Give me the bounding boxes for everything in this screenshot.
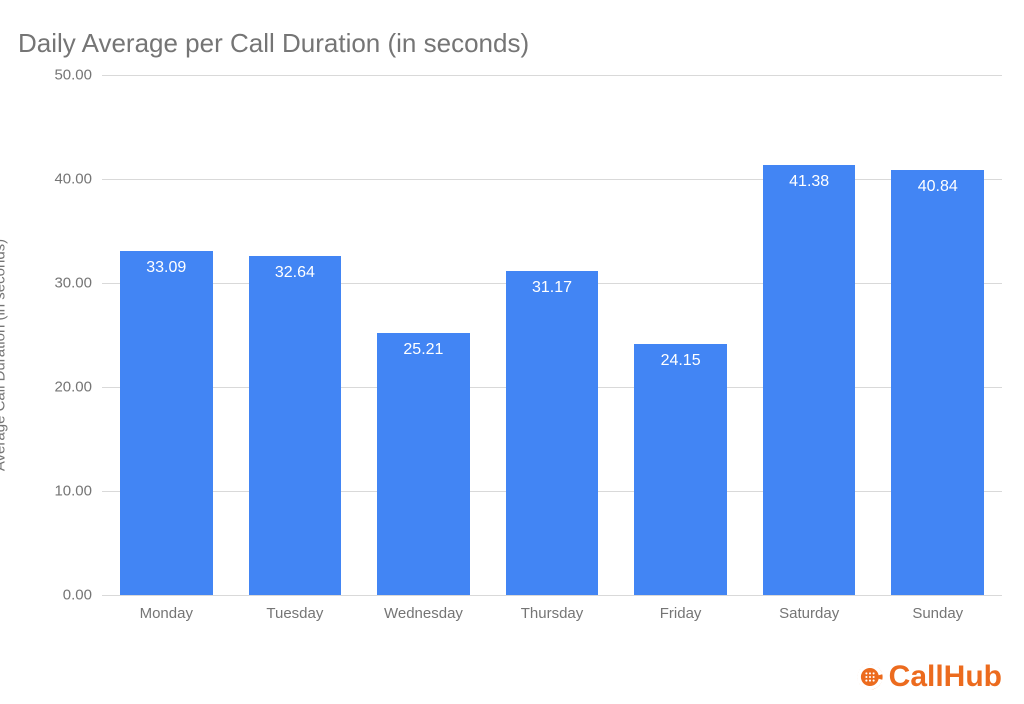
bar-value-label: 41.38 xyxy=(789,173,829,191)
bar-value-label: 25.21 xyxy=(403,341,443,359)
bar: 40.84 xyxy=(891,170,984,595)
x-tick-label: Friday xyxy=(616,595,745,635)
bar-value-label: 33.09 xyxy=(146,259,186,277)
bar-value-label: 40.84 xyxy=(918,178,958,196)
brand-name: CallHub xyxy=(889,660,1002,694)
bar: 32.64 xyxy=(249,256,342,595)
y-axis-title: Average Call Duration (in seconds) xyxy=(0,239,9,471)
y-tick-label: 50.00 xyxy=(54,67,92,84)
chart-title: Daily Average per Call Duration (in seco… xyxy=(18,28,1012,59)
chart-area: Average Call Duration (in seconds) 0.001… xyxy=(12,75,1012,635)
bar-slot: 33.09 xyxy=(102,75,231,595)
bar: 25.21 xyxy=(377,333,470,595)
bar-slot: 40.84 xyxy=(873,75,1002,595)
x-tick-label: Sunday xyxy=(873,595,1002,635)
bar-slot: 32.64 xyxy=(231,75,360,595)
bar-value-label: 32.64 xyxy=(275,264,315,282)
x-tick-label: Thursday xyxy=(488,595,617,635)
x-tick-label: Monday xyxy=(102,595,231,635)
x-tick-label: Tuesday xyxy=(231,595,360,635)
x-tick-label: Wednesday xyxy=(359,595,488,635)
bar: 24.15 xyxy=(634,344,727,595)
bar: 41.38 xyxy=(763,165,856,595)
brand-logo: CallHub xyxy=(855,660,1002,694)
bars-group: 33.09 32.64 25.21 31.17 24.15 41.38 40.84 xyxy=(102,75,1002,595)
bar: 33.09 xyxy=(120,251,213,595)
y-tick-label: 20.00 xyxy=(54,379,92,396)
plot-area: 0.0010.0020.0030.0040.0050.00 33.0932.64… xyxy=(102,75,1002,595)
bar-slot: 31.17 xyxy=(488,75,617,595)
bar-slot: 41.38 xyxy=(745,75,874,595)
callhub-icon xyxy=(855,662,885,692)
bar-slot: 24.15 xyxy=(616,75,745,595)
y-tick-label: 0.00 xyxy=(63,587,92,604)
y-tick-label: 30.00 xyxy=(54,275,92,292)
y-tick-label: 10.00 xyxy=(54,483,92,500)
bar: 31.17 xyxy=(506,271,599,595)
y-tick-label: 40.00 xyxy=(54,171,92,188)
bar-slot: 25.21 xyxy=(359,75,488,595)
chart-container: Daily Average per Call Duration (in seco… xyxy=(0,0,1024,704)
x-tick-label: Saturday xyxy=(745,595,874,635)
x-axis-labels: MondayTuesdayWednesdayThursdayFridaySatu… xyxy=(102,595,1002,635)
bar-value-label: 31.17 xyxy=(532,279,572,297)
bar-value-label: 24.15 xyxy=(661,352,701,370)
